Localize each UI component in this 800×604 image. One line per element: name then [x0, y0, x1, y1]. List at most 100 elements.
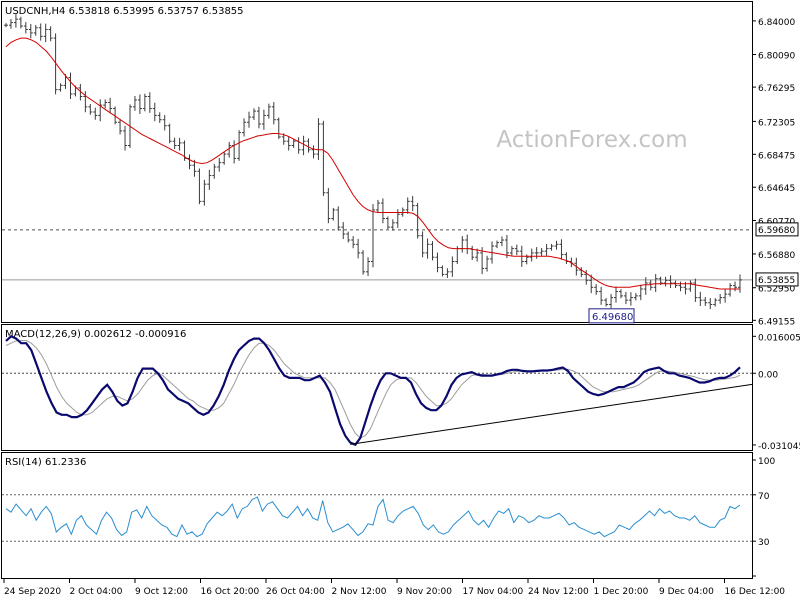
time-axis-label: 9 Dec 04:00 — [659, 587, 714, 597]
price-bar — [614, 286, 619, 303]
price-bar — [212, 163, 217, 179]
price-bar — [108, 97, 113, 114]
time-axis-label: 1 Dec 20:00 — [594, 587, 649, 597]
price-bar — [88, 104, 93, 115]
price-bar — [147, 92, 152, 113]
price-bar — [375, 199, 380, 214]
price-bar — [445, 268, 450, 278]
price-bar — [648, 279, 653, 291]
price-bar — [371, 204, 375, 268]
price-bar — [113, 106, 118, 125]
time-axis-label: 16 Oct 20:00 — [201, 587, 260, 597]
price-bar — [623, 291, 628, 305]
price-bar — [485, 255, 490, 272]
price-bar — [271, 102, 276, 125]
price-bar — [202, 179, 207, 206]
price-bar — [242, 118, 247, 137]
macd-panel: 0.016005 0.00 -0.031045 — [2, 333, 800, 452]
price-bar — [118, 118, 123, 135]
macd-trendline — [350, 383, 753, 445]
price-panel: 6.84000 6.80090 6.76295 6.72305 6.68475 6.646… — [2, 14, 799, 327]
price-bar — [356, 238, 361, 259]
low-price-label: 6.49680 — [592, 312, 633, 323]
moving-average-line — [5, 37, 740, 290]
time-axis-label: 17 Nov 04:00 — [463, 587, 524, 597]
price-bar — [733, 281, 738, 292]
price-bar — [103, 99, 108, 109]
price-bar — [4, 23, 8, 28]
price-bar — [663, 276, 668, 287]
price-panel-frame — [1, 1, 753, 323]
price-bar — [509, 246, 514, 256]
price-bar — [331, 207, 336, 221]
price-bar — [480, 247, 485, 275]
price-y-tick-label: 6.84000 — [758, 18, 795, 28]
price-bar — [380, 198, 385, 224]
rsi-y-tick-label: 30 — [758, 538, 770, 548]
rsi-panel: 100 70 30 — [2, 457, 775, 577]
price-bar — [227, 141, 232, 158]
price-bar — [494, 240, 499, 249]
price-bar — [539, 248, 544, 257]
price-bar — [237, 130, 242, 161]
price-bar — [584, 270, 589, 285]
price-bar — [361, 250, 366, 275]
price-bar — [28, 24, 33, 39]
price-bar — [142, 93, 147, 112]
price-y-tick-label: 6.49155 — [758, 317, 795, 327]
price-level-label: 6.53855 — [758, 276, 795, 286]
price-bar — [58, 83, 63, 92]
price-bar — [554, 240, 559, 250]
rsi-header-info: RSI(14) 61.2336 — [5, 457, 86, 468]
price-bar — [152, 102, 157, 122]
price-bar — [638, 284, 643, 301]
price-bar — [385, 216, 390, 230]
price-bar — [162, 115, 167, 131]
price-bar — [698, 291, 703, 306]
price-level-label: 6.59680 — [758, 226, 795, 236]
price-bar — [286, 136, 291, 151]
price-bar — [415, 202, 420, 239]
price-bar — [137, 94, 142, 114]
macd-y-tick-label: 0.016005 — [758, 333, 800, 343]
price-bar — [261, 109, 266, 130]
price-bar — [98, 99, 103, 122]
price-bar — [33, 24, 38, 36]
rsi-line — [5, 496, 741, 538]
price-bar — [23, 22, 28, 34]
price-bar — [83, 91, 88, 113]
price-bar — [728, 283, 733, 297]
price-bar — [341, 222, 346, 240]
price-bar — [609, 294, 614, 309]
price-y-tick-label: 6.72305 — [758, 118, 795, 128]
price-bar — [197, 168, 202, 205]
price-bar — [291, 138, 296, 148]
price-bar — [604, 298, 609, 307]
price-bar — [301, 135, 306, 156]
price-bar — [410, 195, 415, 212]
price-bar — [256, 106, 261, 129]
price-bar — [48, 26, 53, 42]
time-axis-label: 2 Nov 12:00 — [332, 587, 387, 597]
price-bar — [718, 294, 723, 304]
price-bar — [38, 23, 43, 41]
price-bar — [599, 286, 604, 305]
price-y-tick-label: 6.80090 — [758, 51, 795, 61]
macd-panel-frame — [1, 324, 753, 451]
price-bar — [217, 157, 222, 172]
watermark: ActionForex.com — [496, 127, 687, 153]
price-bar — [276, 117, 281, 139]
price-y-tick-label: 6.68475 — [758, 151, 795, 161]
price-bar — [13, 14, 18, 28]
price-bar — [157, 112, 162, 123]
price-bar — [633, 293, 638, 301]
price-bar — [177, 137, 182, 151]
price-bar — [172, 137, 177, 150]
price-bar — [266, 103, 271, 119]
price-bar — [247, 111, 252, 128]
price-level-label-box — [755, 272, 799, 287]
price-bar — [723, 289, 728, 303]
price-bar — [222, 152, 227, 165]
price-bar — [713, 298, 718, 307]
